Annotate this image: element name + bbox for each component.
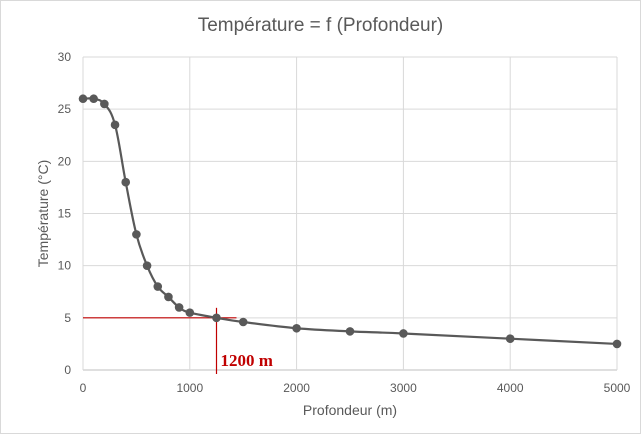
data-point <box>132 230 141 239</box>
data-point <box>153 282 163 291</box>
x-tick-labels: 0 1000 2000 3000 4000 5000 <box>80 381 631 395</box>
grid-lines <box>82 56 618 371</box>
data-point <box>238 317 248 327</box>
x-tick-label: 1000 <box>176 381 203 395</box>
x-tick-label: 0 <box>80 381 87 395</box>
data-point <box>212 313 221 323</box>
data-point <box>110 120 120 130</box>
y-tick-label: 25 <box>58 102 72 116</box>
y-tick-label: 10 <box>58 259 72 273</box>
data-point <box>100 99 109 109</box>
x-tick-label: 4000 <box>497 381 524 395</box>
y-tick-label: 20 <box>58 154 72 168</box>
annotation-label: 1200 m <box>221 351 273 370</box>
data-point <box>174 303 184 312</box>
y-tick-label: 0 <box>64 363 71 377</box>
data-point <box>612 339 622 349</box>
y-axis-label: Température (°C) <box>35 160 51 268</box>
data-point <box>121 177 131 187</box>
x-tick-label: 3000 <box>390 381 417 395</box>
data-point <box>89 94 98 104</box>
data-point <box>164 292 173 302</box>
data-point <box>292 323 301 333</box>
y-tick-labels: 0 5 10 15 20 25 30 <box>58 50 72 377</box>
data-point <box>185 308 195 317</box>
data-point <box>142 261 152 270</box>
data-point <box>505 334 515 344</box>
x-tick-label: 2000 <box>283 381 310 395</box>
chart-title: Température = f (Profondeur) <box>197 15 444 36</box>
y-tick-label: 15 <box>58 207 72 221</box>
series-markers <box>78 94 622 349</box>
y-tick-label: 30 <box>58 50 72 64</box>
data-point <box>399 329 408 338</box>
data-point <box>78 94 88 104</box>
x-tick-label: 5000 <box>604 381 631 395</box>
series-line <box>82 97 618 346</box>
x-axis-label: Profondeur (m) <box>303 402 397 418</box>
y-tick-label: 5 <box>64 311 71 325</box>
data-point <box>345 327 355 336</box>
